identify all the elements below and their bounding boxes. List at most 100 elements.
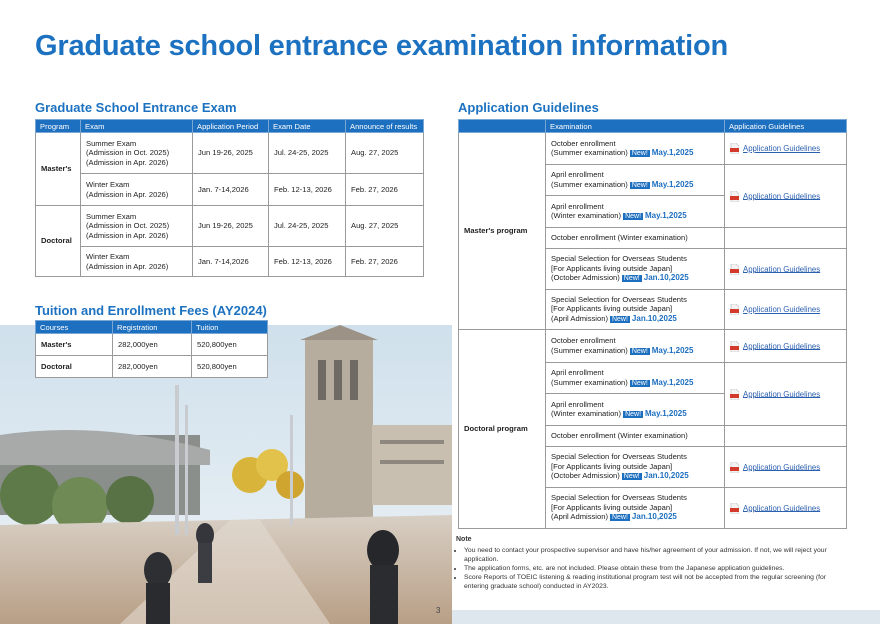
exam-cell: Special Selection for Overseas Students[… <box>545 446 725 488</box>
guideline-link[interactable]: Application Guidelines <box>743 264 821 274</box>
new-badge: New! <box>623 213 644 220</box>
results-cell: Aug. 27, 2025 <box>345 205 424 247</box>
exam-cell: Summer Exam (Admission in Oct. 2025) (Admi… <box>80 205 193 247</box>
exam-line: (Admission in Apr. 2026) <box>86 157 169 167</box>
guideline-cell: Application Guidelines <box>724 362 847 426</box>
release-date: Jan.10,2025 <box>631 512 677 522</box>
exam-line: [For Applicants living outside Japan] <box>551 264 719 274</box>
note-heading: Note <box>456 536 472 543</box>
exam-text: (Winter examination) <box>551 211 622 220</box>
release-date: Jan.10,2025 <box>643 273 689 283</box>
exam-line: [For Applicants living outside Japan] <box>551 503 719 513</box>
date-cell: Feb. 12-13, 2026 <box>268 246 346 277</box>
guideline-link[interactable]: Application Guidelines <box>743 503 821 513</box>
exam-line: (Admission in Apr. 2026) <box>86 230 169 240</box>
new-badge: New! <box>609 315 630 323</box>
column-header: Exam Date <box>268 119 346 133</box>
exam-line: Summer Exam <box>86 211 137 221</box>
fee-cell: 282,000yen <box>112 355 192 378</box>
period-cell: Jun 19-26, 2025 <box>192 205 269 247</box>
fee-cell: 520,800yen <box>191 355 268 378</box>
column-header: Registration <box>112 320 192 334</box>
exam-line: October enrollment (Winter examination) <box>551 233 719 243</box>
exam-line: (October Admission) New! Jan.10,2025 <box>551 273 719 284</box>
exam-line: (Admission in Apr. 2026) <box>86 189 169 199</box>
exam-line: (Summer examination) New! May.1,2025 <box>551 378 719 389</box>
table-row: Doctoral Summer Exam (Admission in Oct. 20… <box>35 205 424 277</box>
exam-text: (April Admission) <box>551 313 608 323</box>
period-cell: Jan. 7-14,2026 <box>192 246 269 277</box>
guideline-link[interactable]: Application Guidelines <box>743 304 821 314</box>
release-date: May.1,2025 <box>651 148 694 157</box>
header-row: Examination Application Guidelines <box>458 119 847 133</box>
results-cell: Feb. 27, 2026 <box>345 246 424 277</box>
exam-text: (Summer examination) <box>551 345 628 355</box>
exam-text: October enrollment (Winter examination) <box>551 431 688 441</box>
exam-line: Special Selection for Overseas Students <box>551 254 719 264</box>
exam-text: [For Applicants living outside Japan] <box>551 304 673 314</box>
course-cell: Master's <box>35 333 113 356</box>
guideline-cell: Application Guidelines <box>724 164 847 228</box>
exam-text: (October Admission) <box>551 273 620 283</box>
table-row: April enrollment (Winter examination) New!… <box>459 195 847 228</box>
guideline-cell <box>724 227 847 249</box>
exam-text: April enrollment <box>551 399 604 409</box>
exam-line: April enrollment <box>551 368 719 378</box>
new-badge: New! <box>621 275 642 283</box>
new-badge: New! <box>629 379 650 387</box>
date-cell: Feb. 12-13, 2026 <box>268 173 346 206</box>
exam-text: April enrollment <box>551 201 604 211</box>
exam-text: October enrollment <box>551 336 616 345</box>
exam-line: (April Admission) New! Jan.10,2025 <box>551 512 719 523</box>
column-header: Examination <box>545 119 725 133</box>
table-row: October enrollment (Winter examination) <box>459 425 847 447</box>
pdf-icon <box>730 303 740 316</box>
release-date: May.1,2025 <box>645 211 687 220</box>
exam-cell: Special Selection for Overseas Students[… <box>545 487 725 529</box>
exam-text: (Summer examination) <box>551 179 628 189</box>
guideline-link[interactable]: Application Guidelines <box>743 389 821 399</box>
bottom-strip <box>452 610 880 624</box>
program-cell: Doctoral program <box>458 329 546 529</box>
new-badge: New! <box>609 514 630 522</box>
exam-cell: Special Selection for Overseas Students[… <box>545 289 725 330</box>
table-row: April enrollment (Winter examination) New!… <box>459 393 847 426</box>
note-item: You need to contact your prospective sup… <box>464 546 846 564</box>
release-date: May.1,2025 <box>651 179 694 189</box>
note-item: The application forms, etc. are not incl… <box>464 564 846 573</box>
header-row: Program Exam Application Period Exam Date An… <box>35 119 424 133</box>
pdf-icon <box>730 461 740 473</box>
exam-text: (Winter examination) <box>551 409 622 418</box>
guideline-link[interactable]: Application Guidelines <box>743 191 821 201</box>
new-badge: New! <box>629 181 650 189</box>
column-header: Program <box>35 119 81 133</box>
exam-line: Winter Exam <box>86 252 130 261</box>
exam-cell: April enrollment (Winter examination) New!… <box>545 195 725 228</box>
exam-line: Summer Exam <box>86 138 137 148</box>
guideline-link[interactable]: Application Guidelines <box>743 143 821 153</box>
page-number: 3 <box>436 606 441 615</box>
guideline-link[interactable]: Application Guidelines <box>743 341 821 351</box>
exam-line: (Summer examination) New! May.1,2025 <box>551 346 719 357</box>
table-row: Doctoral 282,000yen 520,800yen <box>35 355 268 378</box>
note: Note You need to contact your prospectiv… <box>456 535 846 591</box>
exam-line: April enrollment <box>551 202 719 212</box>
exam-text: (Summer examination) <box>551 148 628 157</box>
column-header <box>458 119 546 133</box>
new-badge: New! <box>621 473 642 481</box>
exam-text: April enrollment <box>551 170 604 179</box>
release-date: Jan.10,2025 <box>631 313 677 323</box>
exam-text: (Summer examination) <box>551 377 628 387</box>
exam-text: [For Applicants living outside Japan] <box>551 502 673 512</box>
guideline-cell: Application Guidelines <box>724 289 847 330</box>
table-row: Master's 282,000yen 520,800yen <box>35 333 268 356</box>
guideline-link[interactable]: Application Guidelines <box>743 462 821 472</box>
exam-text: Special Selection for Overseas Students <box>551 493 687 503</box>
exam-line: (April Admission) New! Jan.10,2025 <box>551 314 719 325</box>
column-header: Application Guidelines <box>724 119 847 133</box>
exam-line: April enrollment <box>551 170 719 180</box>
exam-line: (Summer examination) New! May.1,2025 <box>551 148 719 159</box>
new-badge: New! <box>623 411 644 418</box>
exam-text: Special Selection for Overseas Students <box>551 254 687 264</box>
release-date: Jan.10,2025 <box>643 471 689 481</box>
